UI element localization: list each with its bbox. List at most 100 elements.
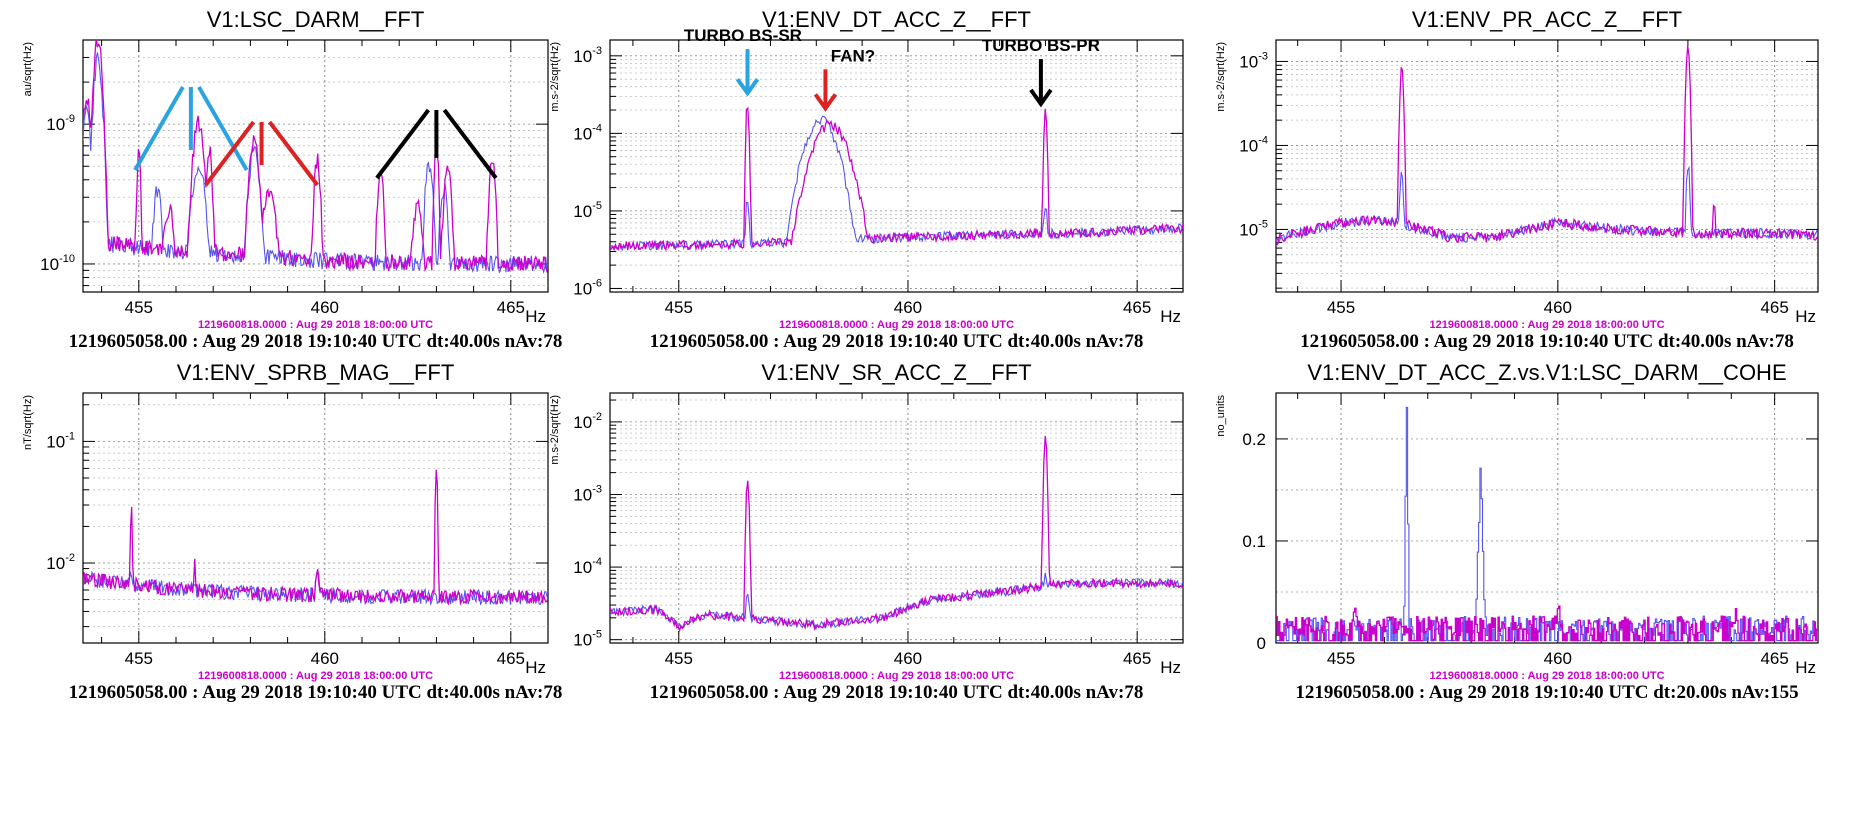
- y-tick-label: 0.2: [1242, 430, 1266, 449]
- comb-markers: [133, 86, 498, 187]
- annotation-arrow-head: [735, 78, 760, 97]
- comb-stroke-left: [375, 108, 430, 180]
- y-tick-label: 10-2: [573, 411, 602, 432]
- chart-panel: V1:ENV_SPRB_MAG__FFT 455 460 465 Hz 10-2 10-1 n…: [22, 360, 562, 703]
- x-tick-label: 460: [1544, 649, 1572, 668]
- x-tick-label: 465: [497, 649, 525, 668]
- grid: [83, 393, 548, 643]
- traces: [83, 469, 548, 606]
- y-tick-label: 0.1: [1242, 532, 1266, 551]
- footer-timestamp: 1219605058.00 : Aug 29 2018 19:10:40 UTC…: [1295, 682, 1798, 703]
- chart-title: V1:ENV_SR_ACC_Z__FFT: [761, 360, 1031, 385]
- x-tick-label: 455: [1327, 649, 1355, 668]
- y-tick-label: 10-10: [40, 253, 75, 274]
- x-tick-label: 460: [894, 649, 922, 668]
- current-trace: [1276, 406, 1818, 642]
- plot-frame: [82, 392, 549, 644]
- annotation-arrow-head: [813, 93, 838, 112]
- comb-stroke-right: [197, 86, 249, 171]
- x-axis-label: Hz: [1160, 658, 1181, 677]
- x-axis-label: Hz: [525, 307, 546, 326]
- x-tick-label: 465: [1760, 649, 1788, 668]
- grid: [1276, 393, 1818, 644]
- reference-timestamp: 1219600818.0000 : Aug 29 2018 18:00:00 U…: [198, 670, 433, 682]
- y-axis-label: nT/sqrt(Hz): [22, 395, 34, 450]
- annotation-label: FAN?: [831, 46, 875, 65]
- x-tick-label: 460: [311, 649, 339, 668]
- chart-panel: V1:LSC_DARM__FFT 455 460 465 Hz 10-10 10-9 au/s…: [22, 7, 562, 352]
- x-tick-label: 465: [1123, 649, 1151, 668]
- x-axis-label: Hz: [1795, 307, 1816, 326]
- annotation-label: TURBO BS-SR: [684, 26, 802, 45]
- x-tick-label: 455: [1327, 298, 1355, 317]
- y-tick-label: 10-9: [46, 113, 75, 134]
- reference-timestamp: 1219600818.0000 : Aug 29 2018 18:00:00 U…: [779, 670, 1014, 682]
- y-tick-label: 10-4: [573, 122, 602, 143]
- footer-timestamp: 1219605058.00 : Aug 29 2018 19:10:40 UTC…: [650, 331, 1144, 352]
- reference-timestamp: 1219600818.0000 : Aug 29 2018 18:00:00 U…: [1429, 670, 1664, 682]
- x-axis-label: Hz: [1160, 307, 1181, 326]
- traces: [83, 40, 548, 274]
- y-tick-label: 10-5: [573, 629, 602, 650]
- reference-trace: [83, 40, 548, 274]
- footer-timestamp: 1219605058.00 : Aug 29 2018 19:10:40 UTC…: [69, 331, 563, 352]
- y-tick-label: 10-3: [573, 483, 602, 504]
- current-trace: [83, 52, 548, 274]
- footer-timestamp: 1219605058.00 : Aug 29 2018 19:10:40 UTC…: [69, 682, 563, 703]
- plot-frame: [609, 392, 1184, 644]
- annotation: FAN?: [813, 46, 875, 112]
- x-tick-label: 460: [894, 298, 922, 317]
- footer-timestamp: 1219605058.00 : Aug 29 2018 19:10:40 UTC…: [650, 682, 1144, 703]
- comb-stroke-right: [267, 120, 319, 187]
- current-trace: [610, 115, 1183, 252]
- reference-trace: [1276, 605, 1818, 642]
- reference-timestamp: 1219600818.0000 : Aug 29 2018 18:00:00 U…: [779, 319, 1014, 331]
- reference-trace: [83, 469, 548, 606]
- x-tick-label: 465: [497, 298, 525, 317]
- chart-title: V1:ENV_PR_ACC_Z__FFT: [1412, 7, 1682, 32]
- y-tick-label: 10-5: [573, 200, 602, 221]
- y-axis-label: au/sqrt(Hz): [22, 42, 34, 96]
- traces: [1276, 45, 1818, 246]
- plot-frame: [1275, 39, 1819, 293]
- traces: [610, 106, 1183, 252]
- x-axis-label: Hz: [1795, 658, 1816, 677]
- x-tick-label: 465: [1760, 298, 1788, 317]
- chart-title: V1:ENV_SPRB_MAG__FFT: [177, 360, 455, 385]
- x-axis-label: Hz: [525, 658, 546, 677]
- y-tick-label: 10-4: [1239, 134, 1268, 155]
- x-tick-label: 455: [125, 298, 153, 317]
- x-tick-label: 455: [665, 649, 693, 668]
- y-axis-label: m.s-2/sqrt(Hz): [549, 395, 561, 465]
- y-tick-label: 10-1: [46, 430, 75, 451]
- x-tick-label: 460: [1544, 298, 1572, 317]
- y-tick-label: 0: [1257, 634, 1266, 653]
- chart-title: V1:ENV_DT_ACC_Z.vs.V1:LSC_DARM__COHE: [1307, 360, 1786, 385]
- reference-trace: [610, 435, 1183, 633]
- y-tick-label: 10-4: [573, 556, 602, 577]
- plot-frame: [609, 39, 1184, 293]
- reference-timestamp: 1219600818.0000 : Aug 29 2018 18:00:00 U…: [198, 319, 433, 331]
- chart-panel: V1:ENV_SR_ACC_Z__FFT 455 460 465 Hz 10-5 10-4 1…: [549, 360, 1184, 703]
- x-tick-label: 455: [125, 649, 153, 668]
- y-tick-label: 10-2: [46, 552, 75, 573]
- grid: [610, 40, 1183, 293]
- x-tick-label: 460: [311, 298, 339, 317]
- chart-panel: V1:ENV_DT_ACC_Z__FFT 455 460 465 Hz 10-6 10-5 1…: [549, 7, 1184, 352]
- annotation: TURBO BS-PR: [982, 36, 1100, 108]
- x-tick-label: 455: [665, 298, 693, 317]
- x-tick-label: 465: [1123, 298, 1151, 317]
- chart-panel: V1:ENV_DT_ACC_Z.vs.V1:LSC_DARM__COHE 455 4…: [1215, 360, 1819, 703]
- plot-frame: [1275, 392, 1819, 644]
- y-tick-label: 10-3: [1239, 50, 1268, 71]
- y-axis-label: no_units: [1215, 395, 1227, 437]
- reference-trace: [1276, 45, 1818, 246]
- y-tick-label: 10-6: [573, 277, 602, 298]
- reference-trace: [610, 106, 1183, 252]
- chart-title: V1:LSC_DARM__FFT: [207, 7, 425, 32]
- annotation-arrow-head: [1029, 88, 1053, 108]
- grid: [610, 393, 1183, 644]
- y-tick-label: 10-5: [1239, 218, 1268, 239]
- y-axis-label: m.s-2/sqrt(Hz): [1215, 42, 1227, 112]
